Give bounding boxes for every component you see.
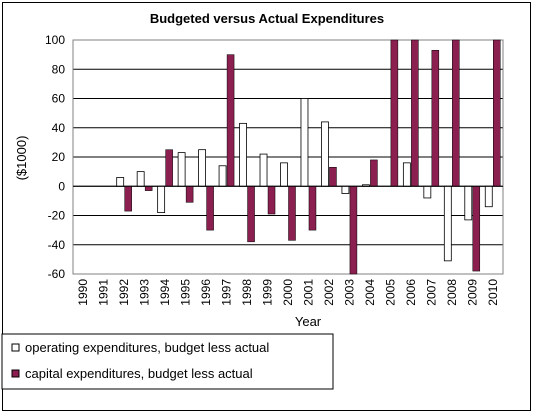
bar-capital <box>124 186 132 212</box>
x-tick-label: 1991 <box>97 279 111 306</box>
x-tick-label: 1990 <box>76 279 90 306</box>
legend-swatch-operating <box>11 343 20 352</box>
bar-capital <box>206 186 214 231</box>
y-tick-label: 60 <box>52 92 66 106</box>
bar-capital <box>411 39 419 187</box>
x-tick-label: 2003 <box>342 279 356 306</box>
bar-operating <box>464 185 473 221</box>
bar-operating <box>484 185 493 208</box>
bar-operating <box>321 121 329 187</box>
bar-operating <box>157 185 166 213</box>
y-tick-label: -20 <box>48 209 66 223</box>
y-tick-label: 20 <box>52 150 66 164</box>
legend-label-operating: operating expenditures, budget less actu… <box>25 340 269 355</box>
chart-title: Budgeted versus Actual Expenditures <box>150 11 384 26</box>
legend: operating expenditures, budget less actu… <box>1 333 334 390</box>
x-tick-label: 2000 <box>281 279 295 306</box>
bar-operating <box>198 149 206 187</box>
bar-operating <box>116 177 125 187</box>
bar-operating <box>341 185 350 194</box>
bar-capital <box>390 39 399 187</box>
bar-operating <box>443 185 452 262</box>
bar-capital <box>493 39 501 187</box>
bar-capital <box>431 49 440 187</box>
x-tick-label: 2002 <box>322 279 336 306</box>
x-tick-label: 2004 <box>363 279 377 306</box>
bar-capital <box>144 186 153 191</box>
bars <box>116 39 501 275</box>
x-axis-label: Year <box>295 314 322 329</box>
bar-capital <box>247 186 255 243</box>
bar-capital <box>349 186 358 275</box>
y-tick-label: 0 <box>58 179 65 193</box>
bar-capital <box>472 186 481 272</box>
bar-operating <box>280 162 288 187</box>
x-tick-label: 1992 <box>117 279 131 306</box>
y-tick-label: -40 <box>48 238 66 252</box>
y-axis-label: ($1000) <box>14 136 29 181</box>
bar-capital <box>165 149 173 187</box>
x-tick-label: 2008 <box>445 279 459 306</box>
bar-capital <box>185 186 194 203</box>
y-tick-label: -60 <box>48 267 66 281</box>
bar-operating <box>300 98 309 187</box>
bar-operating <box>136 171 145 187</box>
plot-area <box>72 39 504 275</box>
x-tick-label: 2010 <box>486 279 500 306</box>
y-tick-label: 80 <box>52 62 66 76</box>
x-tick-label: 1993 <box>138 279 152 306</box>
x-tick-label: 2009 <box>465 279 479 306</box>
bar-operating <box>218 165 227 187</box>
legend-swatch-capital <box>11 369 20 378</box>
bar-capital <box>452 39 460 187</box>
x-tick-label: 2006 <box>404 279 418 306</box>
bar-capital <box>308 186 317 231</box>
x-tick-label: 1997 <box>220 279 234 306</box>
legend-box <box>1 333 334 390</box>
x-tick-label: 2005 <box>383 279 397 306</box>
bar-operating <box>239 122 247 187</box>
bar-operating <box>423 185 432 199</box>
y-tick-labels: -60 -40 -20 0 20 40 60 80 100 <box>45 33 65 281</box>
y-tick-label: 40 <box>52 121 66 135</box>
bar-operating <box>402 162 411 187</box>
bar-operating <box>177 152 186 187</box>
bar-capital <box>370 159 378 187</box>
legend-label-capital: capital expenditures, budget less actual <box>25 366 253 381</box>
x-tick-label: 1998 <box>240 279 254 306</box>
x-tick-label: 1999 <box>261 279 275 306</box>
bar-capital <box>226 54 235 187</box>
x-tick-labels: 1990 1991 1992 1993 1994 1995 1996 1997 1998 1999… <box>76 279 500 306</box>
bar-capital <box>329 166 337 187</box>
bar-operating <box>259 153 268 187</box>
x-tick-label: 2007 <box>424 279 438 306</box>
x-tick-label: 1995 <box>179 279 193 306</box>
bar-capital <box>267 186 276 215</box>
bar-capital <box>288 186 296 241</box>
x-tick-label: 1994 <box>158 279 172 306</box>
x-tick-label: 1996 <box>199 279 213 306</box>
y-tick-label: 100 <box>45 33 65 47</box>
x-tick-label: 2001 <box>301 279 315 306</box>
